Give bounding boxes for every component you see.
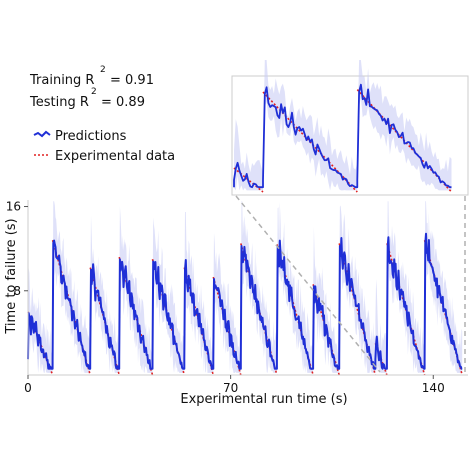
uncertainty-band bbox=[234, 60, 452, 191]
axis-ticks: 0 70 140 8 16 bbox=[6, 200, 445, 395]
legend: Predictions Experimental data bbox=[33, 129, 175, 164]
testing-r2-label: Testing R bbox=[29, 95, 89, 110]
legend-experimental-label: Experimental data bbox=[55, 149, 175, 164]
legend-predictions-label: Predictions bbox=[55, 129, 127, 144]
y-tick-label: 16 bbox=[6, 200, 21, 214]
predictions-line bbox=[233, 83, 452, 189]
zoom-connector-left bbox=[235, 195, 381, 373]
predictions-series bbox=[27, 232, 463, 370]
y-axis-label: Time to failure (s) bbox=[4, 218, 19, 334]
inset-predictions-series bbox=[233, 83, 452, 189]
predictions-band bbox=[28, 201, 463, 373]
y-tick-label: 8 bbox=[13, 284, 21, 298]
uncertainty-band bbox=[28, 201, 463, 373]
x-axis-label: Experimental run time (s) bbox=[180, 392, 347, 407]
legend-predictions-swatch bbox=[33, 130, 51, 138]
testing-r2-exponent: 2 bbox=[91, 87, 97, 97]
x-tick-label: 140 bbox=[422, 381, 445, 395]
testing-r2-value: = 0.89 bbox=[101, 95, 145, 110]
inset-predictions-band bbox=[234, 60, 452, 191]
training-r2-value: = 0.91 bbox=[110, 73, 154, 88]
training-r2-label: Training R bbox=[29, 73, 94, 88]
x-tick-label: 0 bbox=[24, 381, 32, 395]
inset-zoom bbox=[231, 60, 469, 196]
training-r2-exponent: 2 bbox=[100, 65, 106, 75]
x-tick-label: 70 bbox=[223, 381, 238, 395]
predictions-line bbox=[27, 232, 463, 370]
